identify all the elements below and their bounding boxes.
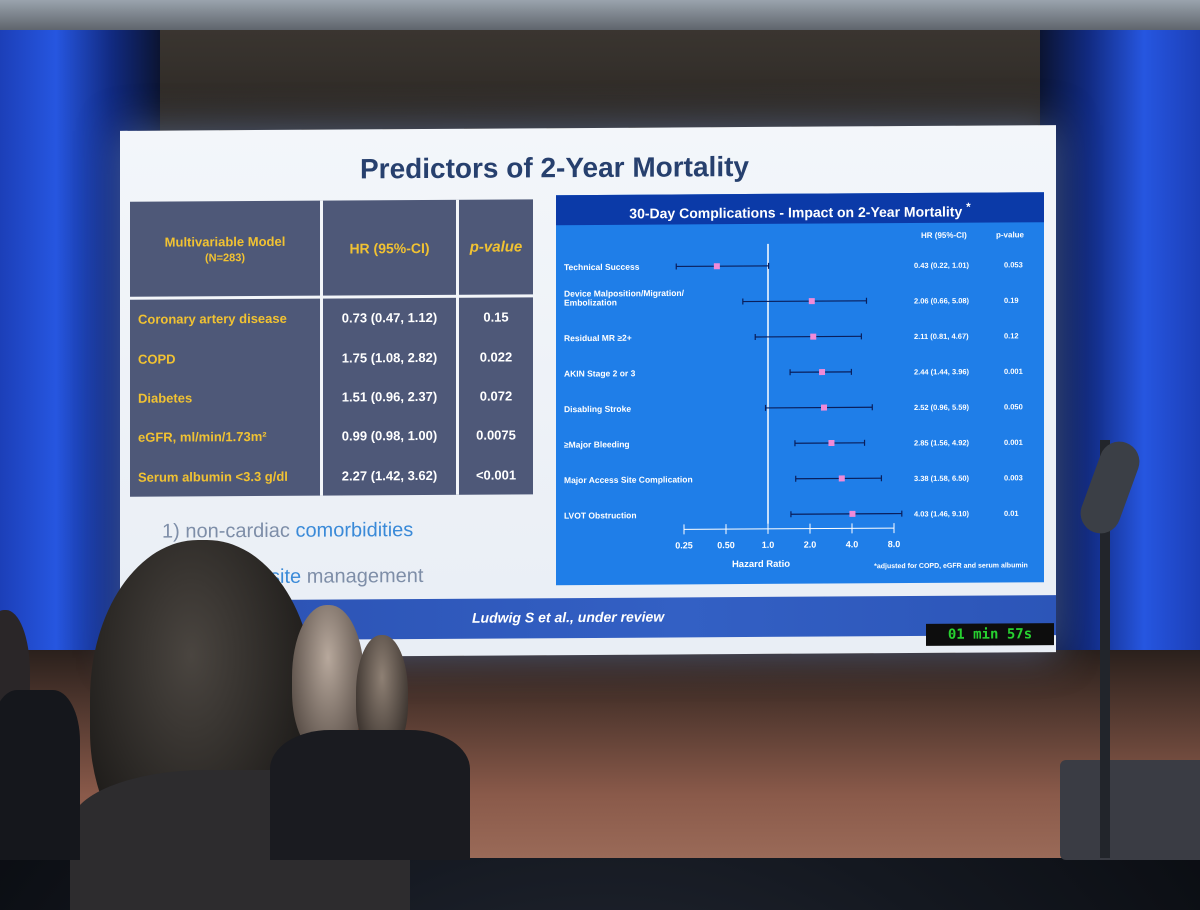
- countdown-timer: 01 min 57s: [926, 623, 1054, 646]
- forest-row-label: Disabling Stroke: [564, 404, 631, 414]
- forest-row-hr: 2.11 (0.81, 4.67): [914, 332, 969, 341]
- x-tick-label: 8.0: [888, 539, 901, 549]
- forest-plot-panel: 30-Day Complications - Impact on 2-Year …: [556, 192, 1044, 585]
- row-hr: 1.75 (1.08, 2.82): [323, 337, 456, 377]
- forest-row-label: ≥Major Bleeding: [564, 439, 630, 449]
- bullet-text-highlight: comorbidities: [295, 519, 413, 542]
- hr-marker: [821, 405, 827, 411]
- bullet-2: site management: [270, 565, 423, 589]
- row-label: Serum albumin <3.3 g/dl: [130, 456, 320, 497]
- forest-row-hr: 4.03 (1.46, 9.10): [914, 509, 970, 518]
- forest-row-hr: 3.38 (1.58, 6.50): [914, 474, 970, 483]
- column-header-hr: HR (95%-CI): [921, 231, 967, 240]
- forest-row-pvalue: 0.12: [1004, 331, 1019, 340]
- header-n-label: (N=283): [205, 252, 245, 264]
- row-pvalue: 0.0075: [459, 416, 533, 456]
- citation: Ludwig S et al., under review: [472, 609, 664, 626]
- hr-marker: [839, 475, 845, 481]
- footnote: *adjusted for COPD, eGFR and serum album…: [874, 562, 1028, 570]
- forest-row-hr: 2.44 (1.44, 3.96): [914, 367, 970, 376]
- back-wall: [110, 30, 1090, 140]
- row-pvalue: 0.022: [459, 337, 533, 377]
- forest-row-hr: 2.52 (0.96, 5.59): [914, 403, 970, 412]
- ceiling: [0, 0, 1200, 32]
- hr-marker: [819, 369, 825, 375]
- bullet-text: management: [307, 565, 424, 588]
- forest-row-pvalue: 0.001: [1004, 367, 1023, 376]
- x-tick-label: 0.50: [717, 540, 735, 550]
- forest-row-hr: 2.85 (1.56, 4.92): [914, 438, 970, 447]
- header-pvalue: p-value: [459, 199, 533, 294]
- table-header: Multivariable Model (N=283) HR (95%-CI) …: [130, 199, 533, 296]
- forest-plot: HR (95%-CI) p-value Technical Success 0.43 …: [556, 192, 1044, 585]
- x-tick-label: 1.0: [762, 540, 775, 550]
- x-axis-label: Hazard Ratio: [732, 559, 790, 570]
- ci-line: [796, 478, 882, 479]
- audience-shoulders: [270, 730, 470, 860]
- ci-line: [676, 266, 768, 267]
- forest-row-label: Technical Success: [564, 262, 640, 272]
- forest-row-pvalue: 0.053: [1004, 260, 1023, 269]
- forest-row-pvalue: 0.01: [1004, 509, 1019, 518]
- row-hr: 2.27 (1.42, 3.62): [323, 455, 456, 495]
- row-hr: 0.73 (0.47, 1.12): [323, 298, 456, 338]
- ci-line: [755, 336, 861, 337]
- header-model-label: Multivariable Model: [165, 233, 286, 249]
- hr-marker: [714, 263, 720, 269]
- row-label: COPD: [130, 338, 320, 379]
- forest-row-pvalue: 0.19: [1004, 296, 1019, 305]
- header-model: Multivariable Model (N=283): [130, 201, 320, 297]
- forest-row-pvalue: 0.050: [1004, 402, 1023, 411]
- forest-row-label: Major Access Site Complication: [564, 474, 693, 485]
- header-hr: HR (95%-CI): [323, 200, 456, 296]
- hr-marker: [828, 440, 834, 446]
- ci-line: [743, 301, 867, 302]
- forest-row-hr: 0.43 (0.22, 1.01): [914, 261, 970, 270]
- row-label: eGFR, ml/min/1.73m²: [130, 417, 320, 458]
- multivariable-table: Multivariable Model (N=283) HR (95%-CI) …: [130, 199, 533, 496]
- ci-line: [766, 407, 873, 408]
- forest-row-pvalue: 0.001: [1004, 438, 1023, 447]
- x-tick-label: 0.25: [675, 540, 693, 550]
- hr-marker: [849, 511, 855, 517]
- bullet-number: 1): [162, 520, 180, 542]
- column-header-pvalue: p-value: [996, 230, 1025, 239]
- forest-row-label: Residual MR ≥2+: [564, 333, 632, 343]
- row-hr: 1.51 (0.96, 2.37): [323, 377, 456, 417]
- hr-marker: [810, 334, 816, 340]
- hr-marker: [809, 298, 815, 304]
- forest-row-label: LVOT Obstruction: [564, 510, 637, 520]
- row-hr: 0.99 (0.98, 1.00): [323, 416, 456, 456]
- forest-row-pvalue: 0.003: [1004, 473, 1023, 482]
- x-tick-label: 2.0: [804, 540, 817, 550]
- x-tick-label: 4.0: [846, 539, 859, 549]
- row-label: Coronary artery disease: [130, 299, 320, 340]
- row-pvalue: <0.001: [459, 455, 533, 495]
- right-curtain: [1040, 30, 1200, 730]
- row-pvalue: 0.072: [459, 376, 533, 416]
- x-axis: [684, 528, 894, 529]
- audience-shoulders: [0, 690, 80, 860]
- forest-row-label: AKIN Stage 2 or 3: [564, 368, 636, 378]
- audience-member: [1060, 760, 1200, 860]
- slide-title: Predictors of 2-Year Mortality: [360, 151, 749, 185]
- ci-line: [791, 514, 902, 515]
- forest-row-hr: 2.06 (0.66, 5.08): [914, 296, 970, 305]
- forest-row-label: Embolization: [564, 297, 617, 307]
- row-label: Diabetes: [130, 377, 320, 418]
- row-pvalue: 0.15: [459, 297, 533, 337]
